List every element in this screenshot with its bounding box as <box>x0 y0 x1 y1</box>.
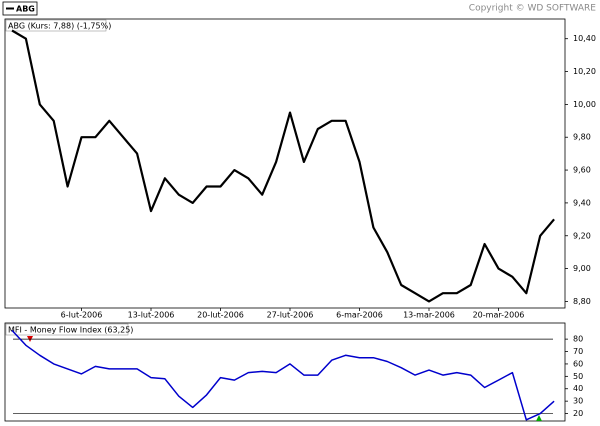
y-tick-label: 9,00 <box>573 264 591 273</box>
y-tick-label: 50 <box>573 372 583 381</box>
y-tick-label: 10,40 <box>573 34 596 43</box>
legend-box <box>2 1 38 16</box>
y-tick-label: 30 <box>573 397 583 406</box>
y-tick-label: 10,20 <box>573 67 596 76</box>
y-tick-label: 9,80 <box>573 133 591 142</box>
y-tick-label: 60 <box>573 359 583 368</box>
data-line <box>11 29 555 303</box>
x-tick-label: 13-mar-2006 <box>403 311 455 320</box>
buy-signal <box>536 415 542 421</box>
y-tick-label: 70 <box>573 347 583 356</box>
y-tick-label: 9,60 <box>573 166 591 175</box>
y-tick-label: 8,80 <box>573 297 591 306</box>
data-line <box>11 329 555 421</box>
y-tick-label: 9,20 <box>573 231 591 240</box>
y-tick-label: 20 <box>573 409 583 418</box>
x-tick-label: 6-mar-2006 <box>336 311 383 320</box>
copyright: Copyright © WD SOFTWARE <box>469 4 597 14</box>
x-tick-label: 6-lut-2006 <box>61 311 103 320</box>
x-tick-label: 27-lut-2006 <box>267 311 314 320</box>
mfi-panel <box>4 322 566 422</box>
legend-label: ABG <box>16 5 35 14</box>
x-tick-label: 20-mar-2006 <box>473 311 525 320</box>
x-tick-label: 20-lut-2006 <box>197 311 244 320</box>
y-tick-label: 40 <box>573 384 583 393</box>
title-box <box>5 323 129 336</box>
price-panel <box>4 18 566 309</box>
x-tick-label: 13-lut-2006 <box>128 311 175 320</box>
mfi-title: MFI - Money Flow Index (63,25) <box>8 326 133 335</box>
y-tick-label: 10,00 <box>573 100 596 109</box>
y-tick-label: 80 <box>573 335 583 344</box>
y-tick-label: 9,40 <box>573 198 591 207</box>
price-title: ABG (Kurs: 7,88) (-1,75%) <box>8 22 111 31</box>
title-box <box>5 19 107 32</box>
